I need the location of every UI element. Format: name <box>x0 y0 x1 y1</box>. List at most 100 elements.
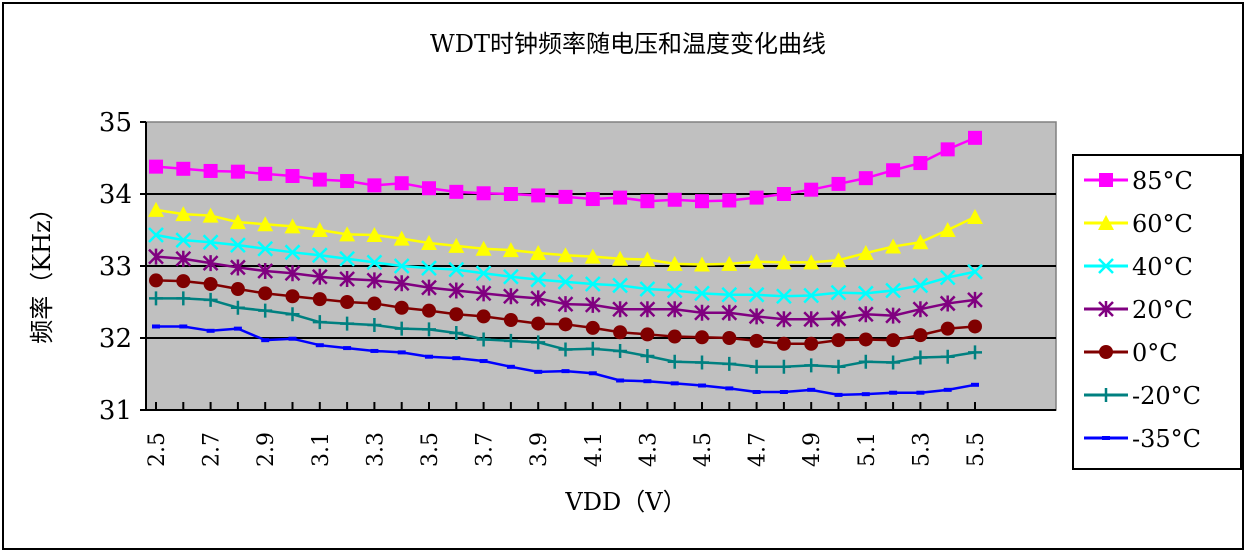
x-tick-label: 4.7 <box>746 432 771 467</box>
data-point <box>149 291 163 306</box>
y-axis-label: 频率（KHz） <box>28 196 56 344</box>
data-point <box>722 193 737 208</box>
data-point <box>558 189 573 204</box>
data-point <box>311 268 328 285</box>
data-point <box>397 350 406 355</box>
data-point <box>285 169 300 183</box>
data-point <box>940 349 955 364</box>
series-0 <box>149 130 982 209</box>
data-point <box>584 248 601 264</box>
data-point <box>233 326 242 331</box>
data-point <box>421 279 437 296</box>
data-point <box>152 324 160 329</box>
data-point <box>452 356 461 361</box>
data-point <box>503 333 518 348</box>
legend-label: -20°C <box>1132 382 1201 410</box>
data-point <box>202 234 219 251</box>
data-point <box>725 386 734 391</box>
data-point <box>557 296 574 313</box>
data-point <box>803 311 820 328</box>
data-point <box>834 392 843 397</box>
series-2 <box>148 227 983 305</box>
data-point <box>421 260 437 277</box>
data-point <box>230 164 245 179</box>
data-point <box>367 296 382 311</box>
data-point <box>258 303 273 318</box>
data-point <box>695 330 709 345</box>
legend-marker <box>1099 345 1113 359</box>
data-point <box>776 311 792 328</box>
data-point <box>148 248 164 265</box>
y-tick-label: 34 <box>99 180 132 210</box>
data-point <box>448 237 465 253</box>
data-point <box>230 300 245 315</box>
data-point <box>561 369 570 374</box>
data-point <box>968 319 982 334</box>
data-point <box>312 292 327 307</box>
data-point <box>312 315 327 330</box>
data-point <box>831 359 846 374</box>
data-point <box>912 234 929 250</box>
data-point <box>722 356 737 371</box>
legend-marker <box>1098 301 1114 317</box>
x-tick-label: 4.9 <box>800 432 825 467</box>
data-point <box>912 301 929 318</box>
legend-marker <box>1102 436 1110 440</box>
data-point <box>367 318 382 333</box>
data-point <box>476 309 491 324</box>
data-point <box>202 255 219 272</box>
data-point <box>343 346 352 351</box>
data-point <box>422 322 436 337</box>
data-point <box>506 364 515 369</box>
data-point <box>779 390 788 394</box>
data-point <box>366 254 383 271</box>
data-point <box>585 192 600 207</box>
data-point <box>288 336 297 341</box>
data-point <box>585 341 600 356</box>
data-point <box>968 130 982 145</box>
data-point <box>448 282 465 299</box>
data-point <box>776 187 791 201</box>
data-point <box>503 288 519 305</box>
series-5 <box>149 291 982 374</box>
legend-label: 20°C <box>1132 296 1193 324</box>
data-point <box>340 295 355 309</box>
series-6 <box>152 324 979 397</box>
data-point <box>639 281 656 297</box>
data-point <box>475 240 492 256</box>
chart-title: WDT时钟频率随电压和温度变化曲线 <box>430 30 826 58</box>
data-point <box>749 333 764 348</box>
data-point <box>534 369 543 374</box>
data-point <box>229 214 246 230</box>
data-point <box>176 161 191 176</box>
data-point <box>179 324 188 329</box>
x-tick-label: 4.1 <box>582 432 607 467</box>
data-point <box>476 332 491 347</box>
legend-label: 40°C <box>1132 253 1193 281</box>
x-tick-label: 3.3 <box>363 432 388 467</box>
data-point <box>503 313 518 327</box>
data-point <box>148 227 164 243</box>
data-point <box>695 355 709 370</box>
data-point <box>203 163 218 178</box>
data-point <box>449 307 464 322</box>
legend-label: 85°C <box>1132 167 1193 195</box>
data-point <box>370 348 379 353</box>
legend-marker <box>1098 215 1114 230</box>
data-point <box>393 275 410 292</box>
data-point <box>558 317 573 332</box>
legend-marker <box>1099 388 1113 402</box>
data-point <box>971 382 979 387</box>
data-point <box>393 230 410 246</box>
data-point <box>479 359 488 364</box>
data-point <box>939 295 956 312</box>
data-point <box>366 272 383 289</box>
data-point <box>667 354 682 369</box>
legend-marker <box>1099 173 1113 187</box>
data-point <box>749 359 764 374</box>
data-point <box>913 328 928 343</box>
data-point <box>530 271 547 288</box>
data-point <box>612 277 628 294</box>
data-point <box>886 163 901 178</box>
